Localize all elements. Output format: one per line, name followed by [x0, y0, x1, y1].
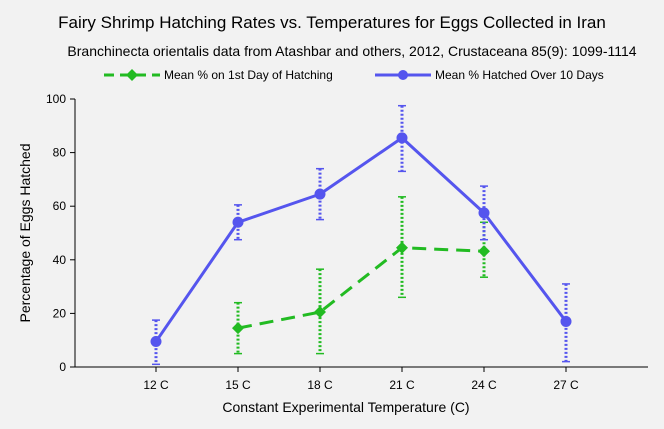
- plot-area: 0 20 40 60 80 100 12 C 15 C 18 C 21 C 24 C 27 C: [46, 92, 648, 392]
- y-tick-label: 40: [53, 253, 67, 267]
- x-ticks: 12 C 15 C 18 C 21 C 24 C 27 C: [143, 367, 579, 392]
- data-point: [232, 216, 244, 228]
- data-point: [314, 306, 326, 319]
- data-point: [232, 322, 244, 335]
- y-axis-label: Percentage of Eggs Hatched: [17, 143, 33, 322]
- y-tick-label: 100: [46, 92, 66, 106]
- chart-title: Fairy Shrimp Hatching Rates vs. Temperat…: [58, 13, 606, 32]
- data-point: [396, 132, 408, 144]
- data-point: [560, 315, 572, 327]
- x-tick-label: 18 C: [307, 378, 333, 392]
- data-point: [478, 245, 490, 258]
- y-tick-label: 60: [53, 199, 67, 213]
- series-2: [150, 104, 572, 366]
- data-point: [314, 188, 326, 200]
- y-tick-label: 80: [53, 146, 67, 160]
- x-tick-label: 12 C: [143, 378, 169, 392]
- series-layer: [150, 104, 572, 366]
- legend-label-first-day: Mean % on 1st Day of Hatching: [164, 68, 333, 82]
- x-tick-label: 24 C: [471, 378, 497, 392]
- legend-label-ten-days: Mean % Hatched Over 10 Days: [435, 68, 604, 82]
- x-tick-label: 21 C: [389, 378, 415, 392]
- legend-marker-diamond: [126, 69, 138, 81]
- y-tick-label: 20: [53, 306, 67, 320]
- legend: Mean % on 1st Day of Hatching Mean % Hat…: [104, 68, 604, 82]
- series-1: [232, 196, 490, 355]
- data-point: [396, 241, 408, 254]
- chart-subtitle: Branchinecta orientalis data from Atashb…: [67, 43, 636, 59]
- data-point: [478, 207, 490, 219]
- series-line: [154, 136, 568, 343]
- legend-item-ten-days: Mean % Hatched Over 10 Days: [375, 68, 604, 82]
- data-point: [150, 336, 162, 348]
- x-axis-label: Constant Experimental Temperature (C): [222, 399, 469, 415]
- legend-marker-circle: [398, 70, 408, 80]
- x-tick-label: 27 C: [553, 378, 579, 392]
- legend-item-first-day: Mean % on 1st Day of Hatching: [104, 68, 333, 82]
- series-line: [237, 246, 485, 330]
- y-tick-label: 0: [59, 360, 66, 374]
- y-ticks: 0 20 40 60 80 100: [46, 92, 75, 374]
- x-tick-label: 15 C: [225, 378, 251, 392]
